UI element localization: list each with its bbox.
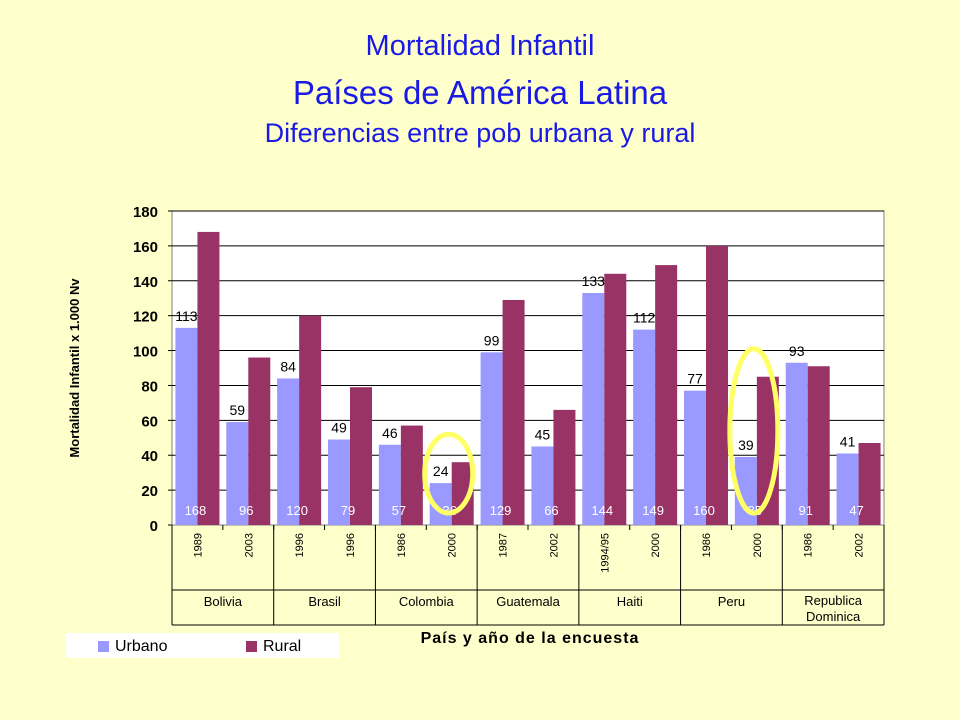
bar-urbano [582,292,605,525]
bar-rural [299,315,322,525]
data-label-rural: 96 [239,503,253,518]
x-tick-label: 1986 [396,533,408,557]
legend-swatch-urbano [98,641,109,653]
data-label-rural: 79 [341,503,355,518]
bar-urbano [328,439,350,525]
data-label-urbano: 84 [280,358,296,374]
x-tick-label: 2000 [752,533,764,557]
bar-urbano [378,444,401,525]
bar-rural [502,299,525,525]
country-label: Brasil [308,594,341,609]
bar-rural [655,265,678,525]
data-label-urbano: 46 [382,425,398,441]
highlight-circle [727,346,781,516]
x-axis-title: País y año de la encuesta [420,630,640,647]
x-tick-label: 1989 [192,533,204,557]
x-tick-label: 1994/95 [599,533,611,573]
x-tick-label: 1986 [803,533,815,557]
legend-item-urbano: Urbano [98,638,167,656]
data-label-urbano: 45 [535,427,551,443]
data-label-urbano: 41 [840,433,856,449]
data-label-urbano: 39 [738,437,754,453]
x-tick-label: 2000 [447,533,459,557]
country-label: Haiti [617,594,643,609]
y-tick-label: 140 [133,274,158,291]
bar-rural [553,409,576,525]
y-tick-label: 120 [133,309,158,326]
data-label-rural: 160 [693,503,715,518]
bar-rural [248,357,271,525]
country-label: Colombia [399,594,455,609]
data-label-rural: 57 [392,503,406,518]
highlight-circle [422,431,476,516]
y-tick-label: 180 [133,204,158,221]
y-axis-title: Mortalidad Infantil x 1.000 Nv [67,278,82,458]
bar-urbano [531,446,554,525]
bar-urbano [175,327,198,525]
bar-rural [604,273,627,525]
x-tick-label: 1996 [345,533,357,557]
data-label-urbano: 112 [633,310,656,326]
bar-urbano [480,352,503,525]
y-tick-label: 0 [150,518,158,535]
chart-subtitle-2: Diferencias entre pob urbana y rural [264,118,696,148]
data-label-urbano: 59 [229,402,245,418]
bar-rural [706,245,728,525]
y-tick-label: 160 [133,239,158,256]
chart-subtitle: Países de América Latina [292,74,668,111]
bar-urbano [684,390,706,525]
bar-urbano [277,378,300,525]
bar-urbano [226,422,249,525]
x-tick-label: 1986 [701,533,713,557]
chart-title: Mortalidad Infantil [365,30,595,62]
bar-rural [197,231,220,525]
legend-swatch-rural [246,641,257,653]
data-label-rural: 120 [286,503,308,518]
bar-urbano [734,456,757,525]
data-label-urbano: 49 [331,420,347,436]
y-tick-label: 60 [141,413,158,430]
data-label-rural: 144 [591,503,613,518]
legend-label-rural: Rural [263,638,302,655]
x-tick-label: 2002 [854,533,866,557]
data-label-urbano: 99 [484,332,500,348]
y-tick-label: 40 [141,448,158,465]
bar-urbano [836,453,859,525]
country-label: Peru [718,594,745,609]
x-tick-label: 1996 [294,533,306,557]
legend-label-urbano: Urbano [115,638,168,655]
data-label-rural: 66 [544,503,558,518]
legend-item-rural: Rural [246,638,301,656]
legend: Urbano Rural [66,633,339,658]
y-tick-label: 20 [141,483,158,500]
data-label-rural: 149 [642,503,664,518]
bar-rural [807,366,830,525]
data-label-urbano: 133 [582,273,606,289]
data-label-rural: 129 [490,503,512,518]
x-tick-label: 2002 [548,533,560,557]
data-label-rural: 47 [849,503,863,518]
y-tick-label: 100 [133,344,158,361]
bar-urbano [633,329,656,525]
data-label-rural: 168 [185,503,207,518]
data-label-urbano: 24 [433,463,449,479]
y-tick-label: 80 [141,378,158,395]
x-tick-label: 2000 [650,533,662,557]
x-tick-label: 2003 [243,533,255,557]
country-label: Republica [804,593,863,608]
bar-rural [400,425,423,525]
bar-rural [350,387,372,525]
data-label-urbano: 77 [687,371,703,387]
data-label-urbano: 113 [175,308,198,324]
country-label: Guatemala [496,594,560,609]
data-label-rural: 91 [798,503,812,518]
data-label-urbano: 93 [789,343,805,359]
x-tick-label: 1987 [498,533,510,557]
bar-urbano [785,362,808,525]
country-label: Bolivia [204,594,243,609]
bar-rural [858,443,881,525]
country-label: Dominica [806,609,861,624]
